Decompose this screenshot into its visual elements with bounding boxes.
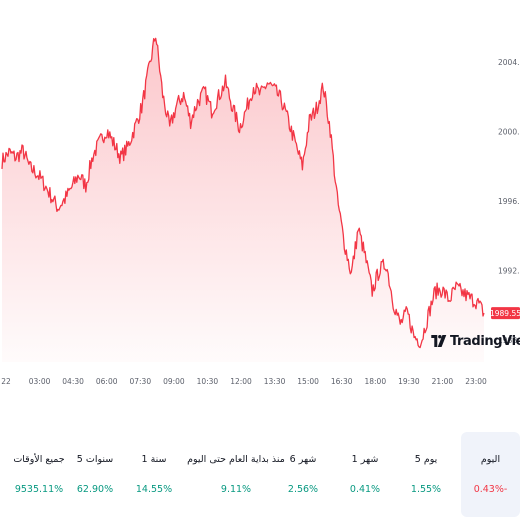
performance-period-0[interactable]: جميع الأوقات 9535.11%	[0, 432, 78, 517]
performance-period-label: 5 سنوات	[76, 454, 114, 465]
x-axis-tick-label: 21:00	[432, 377, 454, 386]
last-price-label: 1989.55	[490, 309, 520, 318]
performance-period-label: اليوم	[480, 454, 501, 465]
performance-period-value: 0.41%	[349, 484, 381, 495]
price-area-fill	[2, 38, 484, 363]
y-axis-tick-label: 1992.00	[498, 267, 520, 276]
performance-periods: جميع الأوقات 9535.11% 5 سنوات 62.90% 1 سنة 14…	[0, 432, 520, 517]
performance-period-value: 62.90%	[76, 484, 114, 495]
price-series-line	[1, 37, 485, 349]
tradingview-logo-icon	[431, 335, 447, 347]
x-axis-tick-label: 16:30	[331, 377, 353, 386]
price-chart[interactable]: 2004.00 2000.00 1996.00 1992.00 1988.00 22 03…	[0, 0, 520, 400]
tradingview-logo-text: TradingView	[450, 333, 520, 349]
x-axis-tick-label: 18:00	[364, 377, 386, 386]
performance-period-value: 9535.11%	[14, 484, 64, 495]
performance-period-2[interactable]: 1 سنة 14.55%	[119, 432, 189, 517]
performance-period-6[interactable]: 5 يوم 1.55%	[396, 432, 456, 517]
x-axis-tick-label: 09:00	[163, 377, 185, 386]
x-axis-tick-label: 06:00	[96, 377, 118, 386]
performance-period-label: جميع الأوقات	[13, 454, 65, 465]
performance-period-label: 6 شهر	[289, 454, 317, 465]
performance-period-label: 1 شهر	[351, 454, 379, 465]
performance-period-value: 9.11%	[220, 484, 252, 495]
performance-period-value: 1.55%	[410, 484, 442, 495]
performance-period-value: 14.55%	[135, 484, 173, 495]
performance-period-1[interactable]: 5 سنوات 62.90%	[60, 432, 130, 517]
performance-period-label: 1 سنة	[141, 454, 167, 465]
last-price-tag	[491, 307, 520, 320]
performance-period-label: منذ بداية العام حتى اليوم	[187, 454, 285, 465]
x-axis-tick-label: 22	[1, 377, 11, 386]
chart-canvas[interactable]: 2004.00 2000.00 1996.00 1992.00 1988.00 22 03…	[0, 0, 520, 400]
x-axis-tick-label: 10:30	[197, 377, 219, 386]
performance-period-value: 0.43%-	[473, 484, 508, 495]
y-axis-tick-label: 1996.00	[498, 197, 520, 206]
x-axis-tick-label: 04:30	[62, 377, 84, 386]
tradingview-logo[interactable]: TradingView	[431, 331, 520, 351]
x-axis-tick-label: 12:00	[230, 377, 252, 386]
x-axis-tick-label: 23:00	[465, 377, 487, 386]
performance-period-3[interactable]: منذ بداية العام حتى اليوم 9.11%	[181, 432, 291, 517]
x-axis-tick-label: 07:30	[129, 377, 151, 386]
performance-period-7[interactable]: اليوم 0.43%-	[461, 432, 520, 517]
x-axis-tick-label: 19:30	[398, 377, 420, 386]
y-axis-tick-label: 2004.00	[498, 58, 520, 67]
performance-period-5[interactable]: 1 شهر 0.41%	[335, 432, 395, 517]
performance-period-value: 2.56%	[287, 484, 319, 495]
performance-period-4[interactable]: 6 شهر 2.56%	[267, 432, 339, 517]
x-axis-tick-label: 15:00	[297, 377, 319, 386]
x-axis-tick-label: 03:00	[29, 377, 51, 386]
y-axis-tick-label: 2000.00	[498, 128, 520, 137]
x-axis-tick-label: 13:30	[264, 377, 286, 386]
performance-period-label: 5 يوم	[414, 454, 438, 465]
y-axis-tick-label: 1988.00	[498, 336, 520, 345]
